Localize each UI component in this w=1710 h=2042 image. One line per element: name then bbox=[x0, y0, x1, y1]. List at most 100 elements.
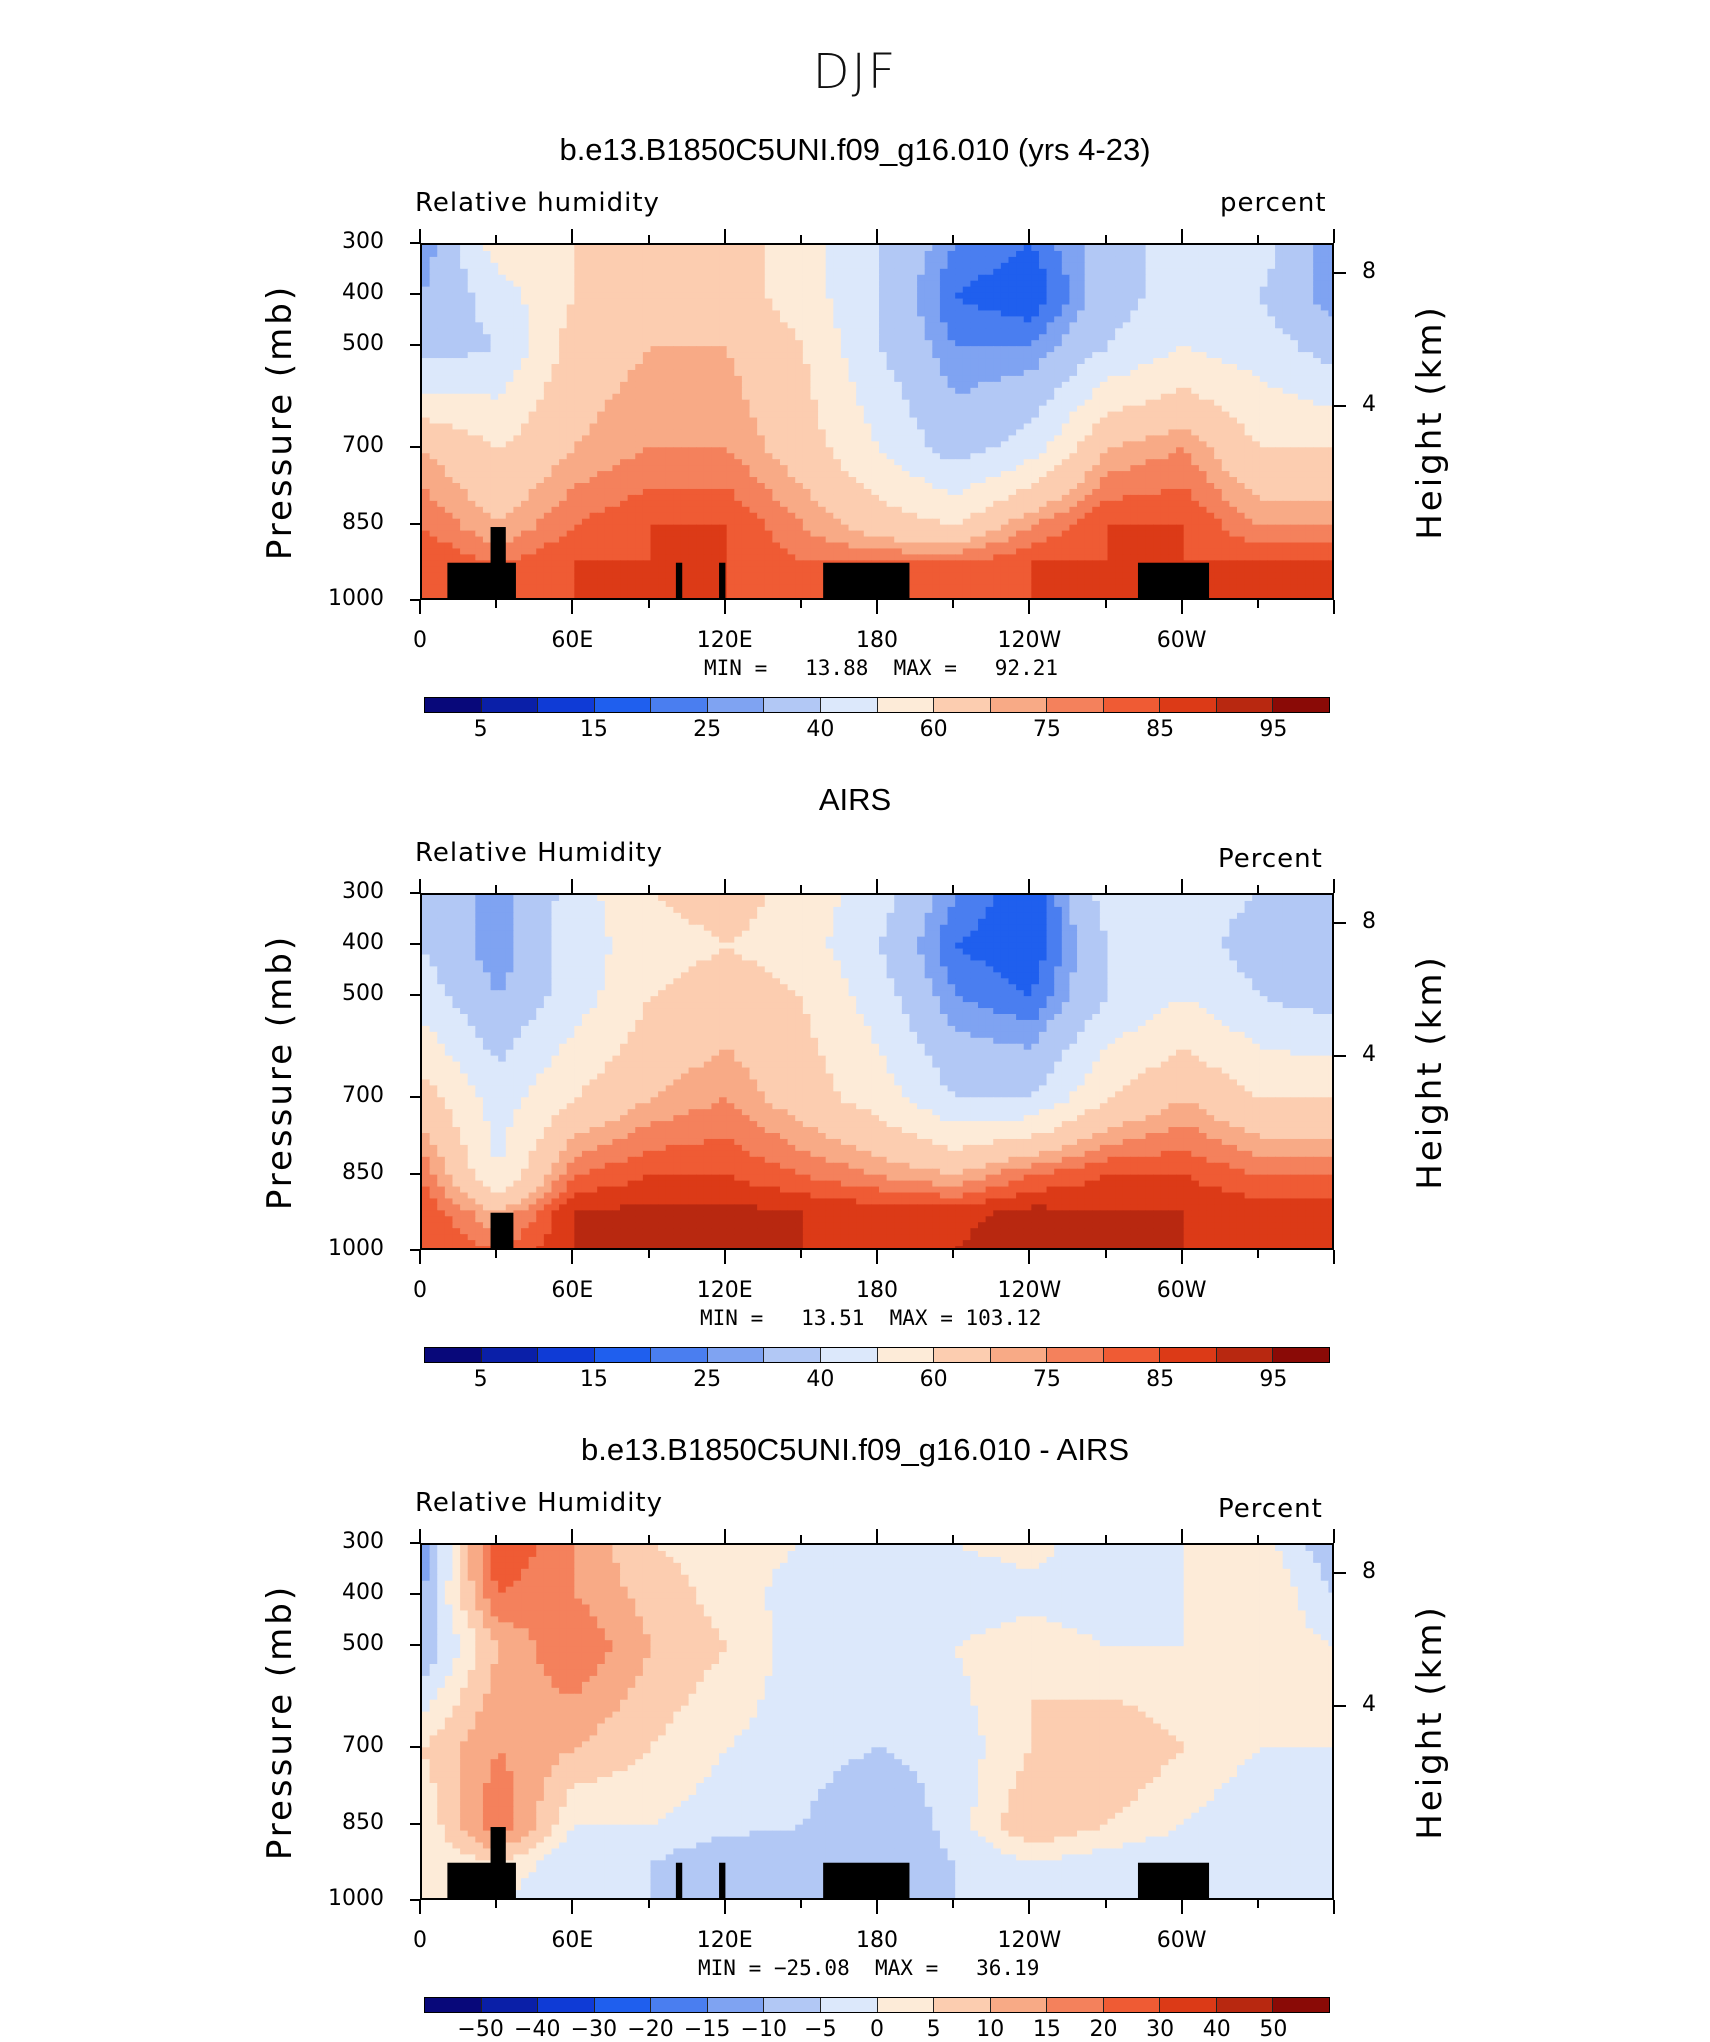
contour-cell bbox=[643, 334, 651, 341]
contour-cell bbox=[1229, 257, 1237, 264]
contour-cell bbox=[711, 340, 719, 347]
contour-cell bbox=[529, 358, 537, 365]
contour-cell bbox=[856, 358, 864, 365]
contour-cell bbox=[940, 376, 948, 383]
contour-cell bbox=[986, 275, 994, 282]
contour-cell bbox=[483, 465, 491, 472]
contour-cell bbox=[970, 424, 978, 431]
contour-cell bbox=[1008, 441, 1016, 448]
contour-cell bbox=[970, 382, 978, 389]
contour-cell bbox=[925, 388, 933, 395]
contour-cell bbox=[909, 299, 917, 306]
contour-cell bbox=[544, 328, 552, 335]
contour-cell bbox=[986, 346, 994, 353]
contour-cell bbox=[849, 322, 857, 329]
contour-cell bbox=[574, 435, 582, 442]
contour-cell bbox=[1146, 471, 1154, 478]
contour-cell bbox=[1328, 299, 1334, 306]
contour-cell bbox=[1176, 305, 1184, 312]
contour-cell bbox=[810, 322, 818, 329]
contour-cell bbox=[1313, 400, 1321, 407]
contour-cell bbox=[795, 459, 803, 466]
contour-cell bbox=[765, 352, 773, 359]
contour-cell bbox=[963, 364, 971, 371]
contour-cell bbox=[1328, 459, 1334, 466]
contour-cell bbox=[940, 483, 948, 490]
contour-cell bbox=[788, 281, 796, 288]
contour-cell bbox=[491, 465, 499, 472]
contour-cell bbox=[734, 376, 742, 383]
contour-cell bbox=[1031, 334, 1039, 341]
contour-cell bbox=[1298, 322, 1306, 329]
contour-cell bbox=[871, 281, 879, 288]
contour-cell bbox=[940, 287, 948, 294]
contour-cell bbox=[742, 287, 750, 294]
contour-cell bbox=[1199, 287, 1207, 294]
contour-cell bbox=[544, 364, 552, 371]
contour-cell bbox=[567, 471, 575, 478]
contour-cell bbox=[551, 459, 559, 466]
contour-cell bbox=[1222, 293, 1230, 300]
contour-cell bbox=[1115, 459, 1123, 466]
contour-cell bbox=[833, 281, 841, 288]
contour-cell bbox=[826, 400, 834, 407]
contour-cell bbox=[993, 459, 1001, 466]
contour-cell bbox=[887, 299, 895, 306]
contour-cell bbox=[993, 400, 1001, 407]
contour-cell bbox=[582, 459, 590, 466]
contour-cell bbox=[1054, 441, 1062, 448]
contour-cell bbox=[1001, 459, 1009, 466]
contour-cell bbox=[1191, 340, 1199, 347]
contour-cell bbox=[1306, 435, 1314, 442]
contour-cell bbox=[940, 305, 948, 312]
contour-cell bbox=[1252, 340, 1260, 347]
contour-cell bbox=[491, 316, 499, 323]
contour-cell bbox=[597, 477, 605, 484]
contour-cell bbox=[521, 424, 529, 431]
contour-cell bbox=[894, 435, 902, 442]
contour-cell bbox=[1062, 334, 1070, 341]
contour-cell bbox=[1016, 245, 1024, 252]
contour-cell bbox=[826, 370, 834, 377]
contour-cell bbox=[894, 299, 902, 306]
contour-cell bbox=[1085, 310, 1093, 317]
contour-cell bbox=[1123, 429, 1131, 436]
contour-cell bbox=[468, 400, 476, 407]
contour-cell bbox=[1191, 299, 1199, 306]
contour-cell bbox=[1108, 382, 1116, 389]
contour-cell bbox=[1184, 459, 1192, 466]
contour-cell bbox=[765, 406, 773, 413]
contour-cell bbox=[559, 281, 567, 288]
contour-cell bbox=[833, 334, 841, 341]
contour-cell bbox=[620, 245, 628, 252]
contour-cell bbox=[475, 346, 483, 353]
contour-cell bbox=[513, 483, 521, 490]
contour-cell bbox=[1267, 370, 1275, 377]
contour-cell bbox=[1191, 400, 1199, 407]
contour-cell bbox=[574, 310, 582, 317]
contour-cell bbox=[422, 424, 430, 431]
contour-cell bbox=[1298, 429, 1306, 436]
contour-cell bbox=[1214, 424, 1222, 431]
contour-cell bbox=[1176, 394, 1184, 401]
contour-cell bbox=[1168, 310, 1176, 317]
contour-cell bbox=[1123, 388, 1131, 395]
contour-cell bbox=[1085, 263, 1093, 270]
contour-cell bbox=[925, 269, 933, 276]
contour-cell bbox=[612, 453, 620, 460]
contour-cell bbox=[620, 406, 628, 413]
contour-cell bbox=[521, 477, 529, 484]
contour-cell bbox=[1237, 394, 1245, 401]
contour-cell bbox=[765, 400, 773, 407]
contour-cell bbox=[727, 489, 735, 496]
contour-cell bbox=[1161, 429, 1169, 436]
contour-cell bbox=[1130, 394, 1138, 401]
contour-cell bbox=[849, 429, 857, 436]
contour-cell bbox=[1161, 424, 1169, 431]
contour-cell bbox=[536, 394, 544, 401]
contour-cell bbox=[925, 245, 933, 252]
contour-cell bbox=[841, 435, 849, 442]
contour-cell bbox=[1100, 376, 1108, 383]
contour-cell bbox=[1214, 281, 1222, 288]
contour-cell bbox=[864, 376, 872, 383]
